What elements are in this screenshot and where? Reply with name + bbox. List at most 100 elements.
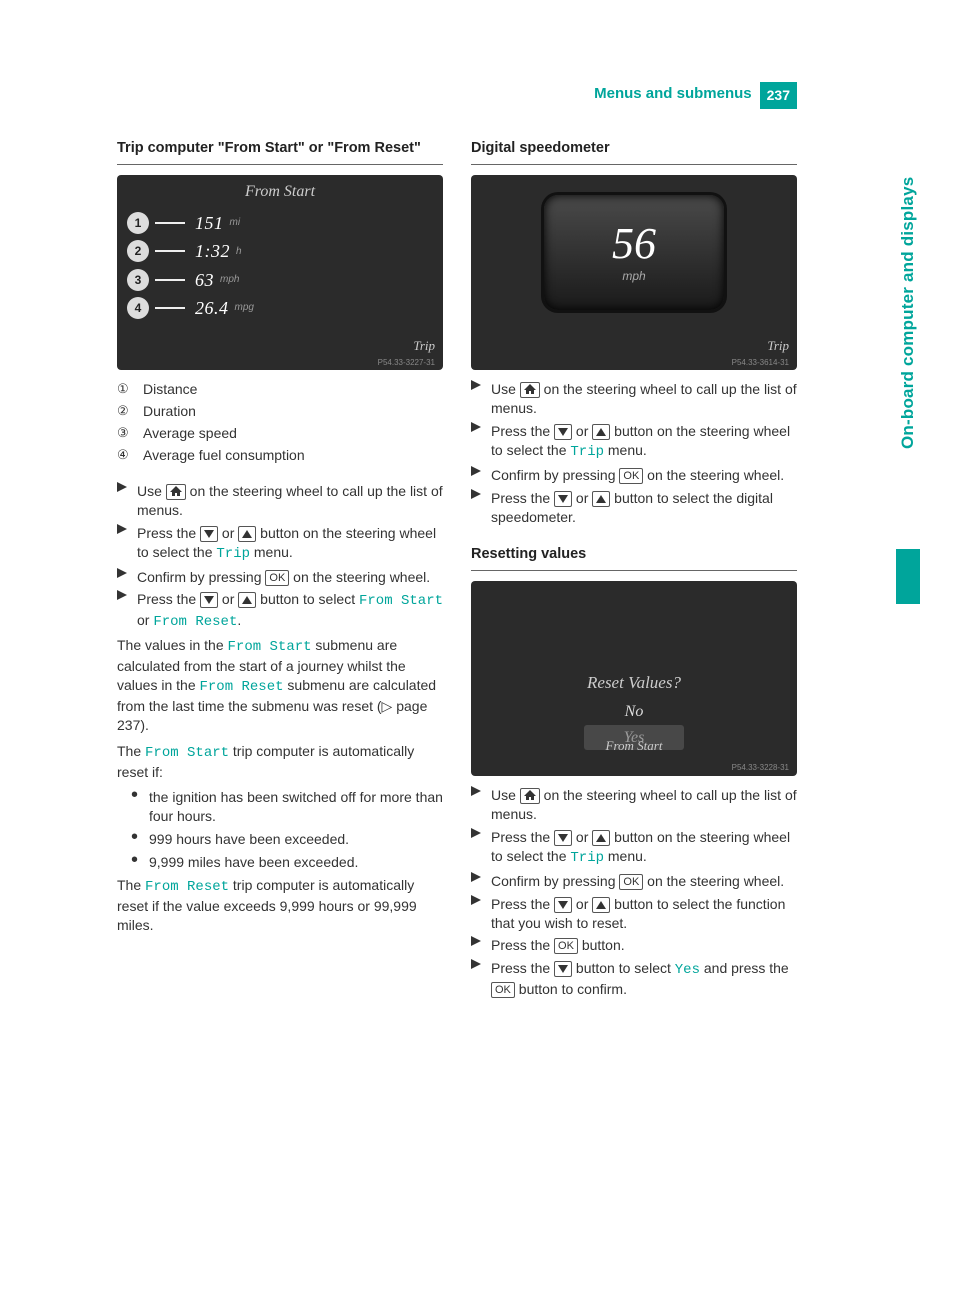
- page-number: 237: [760, 82, 797, 109]
- side-tab: On-board computer and displays: [896, 84, 920, 604]
- marker-3: 3: [127, 269, 149, 291]
- marker-line: [155, 250, 185, 252]
- step-row: Press the or button on the steering whee…: [471, 828, 797, 868]
- down-key-icon: [200, 526, 218, 542]
- step-arrow-icon: [117, 524, 131, 534]
- figure-unit: mph: [220, 273, 239, 287]
- ok-key-icon: OK: [265, 570, 289, 586]
- step-arrow-icon: [117, 482, 131, 492]
- legend-row: ③Average speed: [117, 424, 443, 443]
- home-key-icon: [166, 484, 186, 500]
- speedometer-box: 56 mph: [544, 195, 724, 310]
- page-header: Menus and submenus 237: [117, 82, 797, 109]
- step-row: Press the or button on the steering whee…: [471, 422, 797, 462]
- bullet-icon: •: [131, 853, 143, 867]
- bullet-text: 999 hours have been exceeded.: [149, 830, 349, 849]
- step-arrow-icon: [117, 568, 131, 578]
- step-text: Press the or button on the steering whee…: [491, 828, 797, 868]
- figure-row: 3 63 mph: [117, 266, 443, 294]
- side-tab-block: [896, 549, 920, 604]
- reset-option-no: No: [585, 699, 684, 725]
- down-key-icon: [554, 491, 572, 507]
- step-arrow-icon: [471, 380, 485, 390]
- figure-unit: mi: [230, 216, 241, 230]
- bullet-icon: •: [131, 830, 143, 844]
- side-tab-text: On-board computer and displays: [897, 84, 920, 541]
- legend-marker: ④: [117, 446, 135, 464]
- heading-rule: [471, 570, 797, 571]
- up-key-icon: [592, 491, 610, 507]
- down-key-icon: [554, 424, 572, 440]
- down-key-icon: [554, 897, 572, 913]
- step-row: Press the or button to select From Start…: [117, 590, 443, 632]
- step-arrow-icon: [117, 590, 131, 600]
- step-text: Use on the steering wheel to call up the…: [491, 786, 797, 824]
- legend-text: Duration: [143, 402, 196, 421]
- marker-line: [155, 307, 185, 309]
- step-arrow-icon: [471, 959, 485, 969]
- bullet-text: the ignition has been switched off for m…: [149, 788, 443, 826]
- bullet-text: 9,999 miles have been exceeded.: [149, 853, 358, 872]
- step-row: Use on the steering wheel to call up the…: [117, 482, 443, 520]
- figure-id: P54.33-3228-31: [732, 763, 789, 774]
- step-text: Press the or button on the steering whee…: [491, 422, 797, 462]
- page-content: Menus and submenus 237 Trip computer "Fr…: [117, 82, 797, 1003]
- step-text: Press the or button to select From Start…: [137, 590, 443, 632]
- reset-title: Reset Values?: [587, 672, 681, 695]
- marker-1: 1: [127, 212, 149, 234]
- figure-value: 63: [195, 268, 214, 292]
- marker-4: 4: [127, 297, 149, 319]
- home-key-icon: [520, 382, 540, 398]
- right-column: Digital speedometer 56 mph Trip P54.33-3…: [471, 139, 797, 1003]
- ok-key-icon: OK: [491, 982, 515, 998]
- up-key-icon: [592, 424, 610, 440]
- step-row: Press the button to select Yes and press…: [471, 959, 797, 999]
- step-arrow-icon: [471, 422, 485, 432]
- figure-value: 151: [195, 211, 224, 235]
- speedometer-unit: mph: [622, 268, 645, 284]
- left-column: Trip computer "From Start" or "From Rese…: [117, 139, 443, 1003]
- step-arrow-icon: [471, 466, 485, 476]
- legend-text: Distance: [143, 380, 197, 399]
- speedometer-value: 56: [612, 222, 656, 266]
- figure-header: From Start: [117, 175, 443, 203]
- step-row: Press the or button on the steering whee…: [117, 524, 443, 564]
- bullet-row: • 9,999 miles have been exceeded.: [131, 853, 443, 872]
- up-key-icon: [592, 830, 610, 846]
- step-text: Confirm by pressing OK on the steering w…: [491, 466, 784, 485]
- speedometer-figure: 56 mph Trip P54.33-3614-31: [471, 175, 797, 370]
- step-text: Confirm by pressing OK on the steering w…: [491, 872, 784, 891]
- down-key-icon: [200, 592, 218, 608]
- from-start-figure: From Start 1 151 mi 2 1:32 h: [117, 175, 443, 370]
- step-arrow-icon: [471, 489, 485, 499]
- step-row: Press the or button to select the digita…: [471, 489, 797, 527]
- step-arrow-icon: [471, 828, 485, 838]
- step-arrow-icon: [471, 895, 485, 905]
- step-row: Confirm by pressing OK on the steering w…: [117, 568, 443, 587]
- up-key-icon: [238, 592, 256, 608]
- legend-row: ④Average fuel consumption: [117, 446, 443, 465]
- heading-rule: [471, 164, 797, 165]
- step-arrow-icon: [471, 872, 485, 882]
- paragraph: The From Reset trip computer is automati…: [117, 876, 443, 935]
- figure-row: 4 26.4 mpg: [117, 294, 443, 322]
- legend-row: ① Distance: [117, 380, 443, 399]
- figure-id: P54.33-3227-31: [378, 358, 435, 369]
- step-text: Use on the steering wheel to call up the…: [491, 380, 797, 418]
- down-key-icon: [554, 961, 572, 977]
- legend-text: Average speed: [143, 424, 237, 443]
- figure-id: P54.33-3614-31: [732, 358, 789, 369]
- figure-row: 1 151 mi: [117, 209, 443, 237]
- step-row: Press the OK button.: [471, 936, 797, 955]
- ok-key-icon: OK: [619, 468, 643, 484]
- step-arrow-icon: [471, 786, 485, 796]
- legend-marker: ①: [117, 380, 135, 398]
- up-key-icon: [592, 897, 610, 913]
- figure-corner-label: Trip: [413, 337, 435, 355]
- right-heading-2: Resetting values: [471, 545, 797, 565]
- figure-value: 26.4: [195, 296, 229, 320]
- legend-marker: ②: [117, 402, 135, 420]
- marker-2: 2: [127, 240, 149, 262]
- figure-value: 1:32: [195, 239, 230, 263]
- bullet-row: • 999 hours have been exceeded.: [131, 830, 443, 849]
